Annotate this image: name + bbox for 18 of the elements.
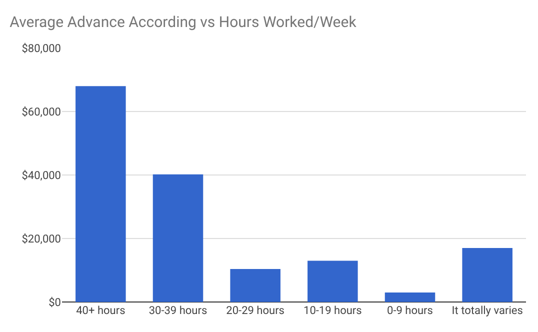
y-tick-label: $60,000 [22,105,61,118]
bar [152,174,204,302]
bar [384,292,436,302]
x-tick-label: 0-9 hours [387,304,434,317]
x-tick-label: 40+ hours [76,304,126,317]
x-tick-label: 20-29 hours [226,304,285,317]
bar [308,260,358,302]
x-tick-label: 30-39 hours [148,304,208,317]
y-tick-label: $80,000 [22,42,61,55]
bar [462,248,512,302]
bar [76,86,126,302]
y-tick-label: $20,000 [22,232,61,246]
x-tick-label: It totally varies [452,304,524,317]
bar [230,268,280,302]
x-tick-label: 10-19 hours [304,304,362,317]
y-tick-label: $0 [48,296,61,309]
chart-title: Average Advance According vs Hours Worked/Week [10,13,357,32]
y-tick-label: $40,000 [22,168,61,182]
